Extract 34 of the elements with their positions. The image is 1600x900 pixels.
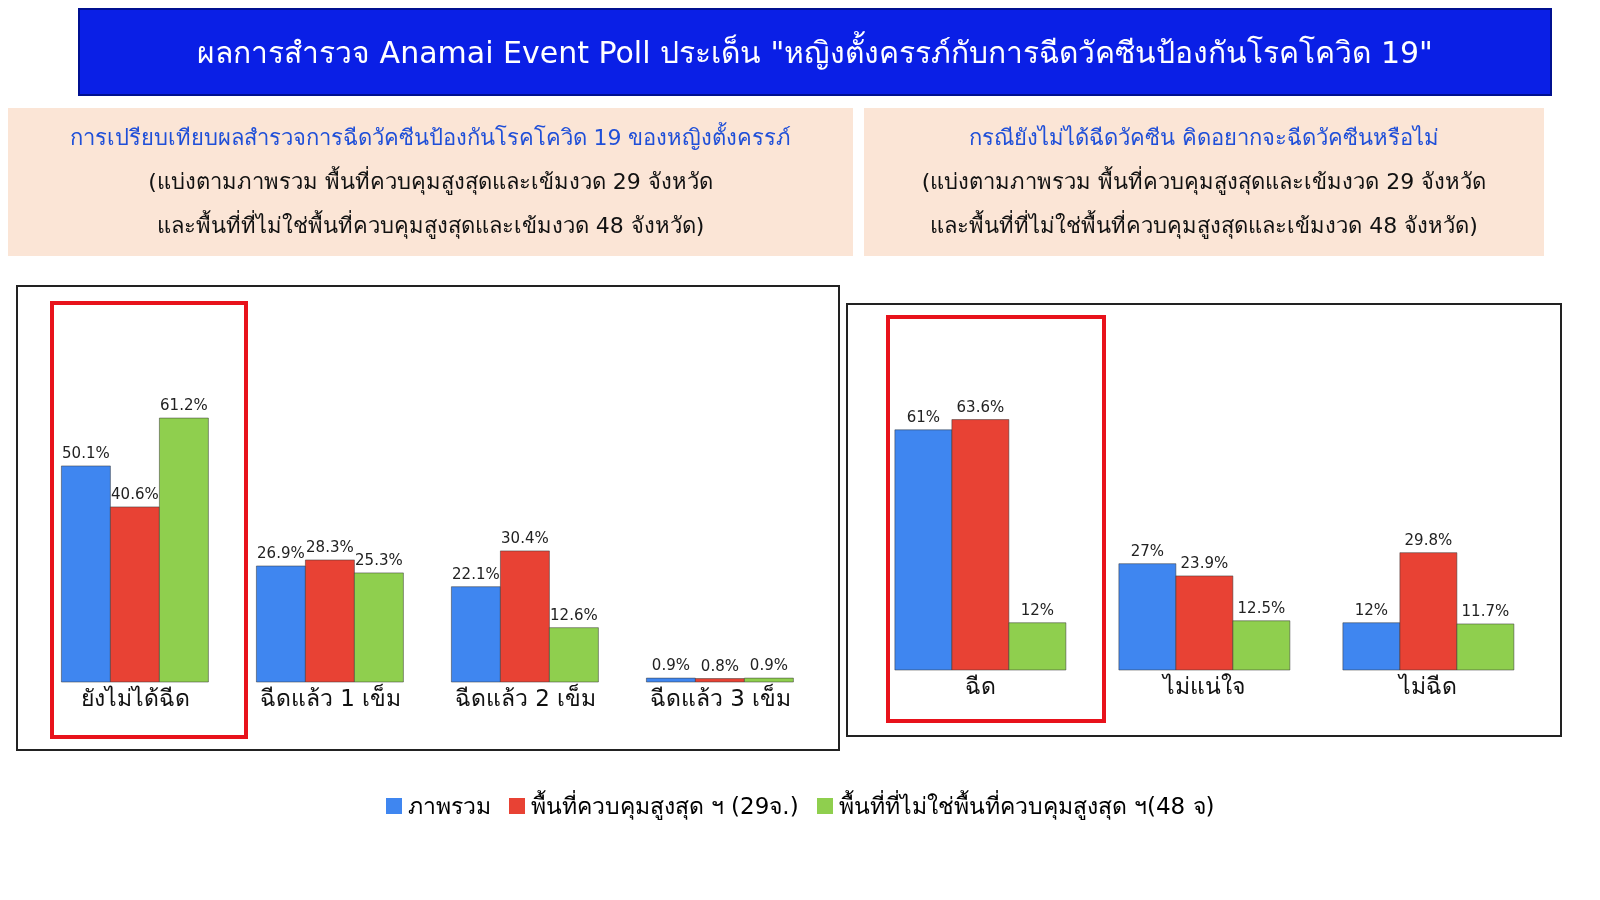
data-label: 0.9% — [651, 656, 690, 675]
data-label: 0.9% — [749, 656, 788, 675]
data-label: 25.3% — [355, 550, 403, 569]
chart-subtitle: การเปรียบเทียบผลสำรวจการฉีดวัคซีนป้องกันโรคโควิด 19 ของหญิงตั้งครรภ์ (แบ่งตามภาพรวม พื้นที่ควบคุมสูงสุดและเข้มงวด 29 จังหวัด และพื้นที่ที่ไม่ใช่พื้นที่ควบคุมสูงสุดและเข้มงวด 48 จังหวัด) — [68, 121, 793, 241]
x-tick-label: ฉีด — [964, 673, 996, 700]
data-label: 29.8% — [1404, 530, 1453, 549]
x-tick-label: ยังไม่ได้ฉีด — [81, 685, 190, 712]
data-label: 12% — [1020, 600, 1055, 619]
data-label: 22.1% — [452, 564, 500, 583]
legend-label: พื้นที่ที่ไม่ใช่พื้นที่ควบคุมสูงสุด ฯ(48 จ) — [838, 789, 1215, 822]
data-label: 12.5% — [1237, 598, 1286, 617]
chart-title: กรณียังไม่ได้ฉีดวัคซีน คิดอยากจะฉีดวัคซีนหรือไม่ (แบ่งตามภาพรวม พื้นที่ควบคุมสูงสุดและเข้มงวด 29 จังหวัด และพื้นที่ที่ไม่ใช่พื้นที่ควบคุมสูงสุดและเข้มงวด 48 จังหวัด) — [920, 124, 1488, 241]
data-label: 26.9% — [257, 543, 305, 562]
data-label: 11.7% — [1461, 601, 1510, 620]
legend-label: ภาพรวม — [407, 792, 491, 821]
x-tick-label: ไม่ฉีด — [1397, 673, 1457, 700]
data-label: 40.6% — [111, 484, 159, 503]
data-label: 63.6% — [956, 397, 1005, 416]
data-label: 61% — [906, 407, 941, 426]
chart-title: ผลการสำรวจ Anamai Event Poll ประเด็น "หญิงตั้งครรภ์กับการฉีดวัคซีนป้องกันโรคโควิด 19" — [78, 8, 1552, 96]
data-label: 61.2% — [160, 396, 208, 415]
x-tick-label: ฉีดแล้ว 3 เข็ม — [649, 683, 792, 712]
x-tick-label: ฉีดแล้ว 1 เข็ม — [259, 683, 402, 712]
data-label: 23.9% — [1180, 553, 1229, 572]
x-tick-label: ฉีดแล้ว 2 เข็ม — [454, 683, 597, 712]
data-label: 12% — [1354, 600, 1389, 619]
data-label: 30.4% — [501, 528, 549, 547]
data-label: 12.6% — [550, 605, 598, 624]
legend-label: พื้นที่ควบคุมสูงสุด ฯ (29จ.) — [530, 789, 799, 822]
data-label: 0.8% — [700, 656, 739, 675]
data-label: 27% — [1130, 541, 1165, 560]
x-tick-label: ไม่แน่ใจ — [1161, 673, 1245, 700]
data-label: 28.3% — [306, 537, 354, 556]
data-label: 50.1% — [62, 443, 110, 462]
